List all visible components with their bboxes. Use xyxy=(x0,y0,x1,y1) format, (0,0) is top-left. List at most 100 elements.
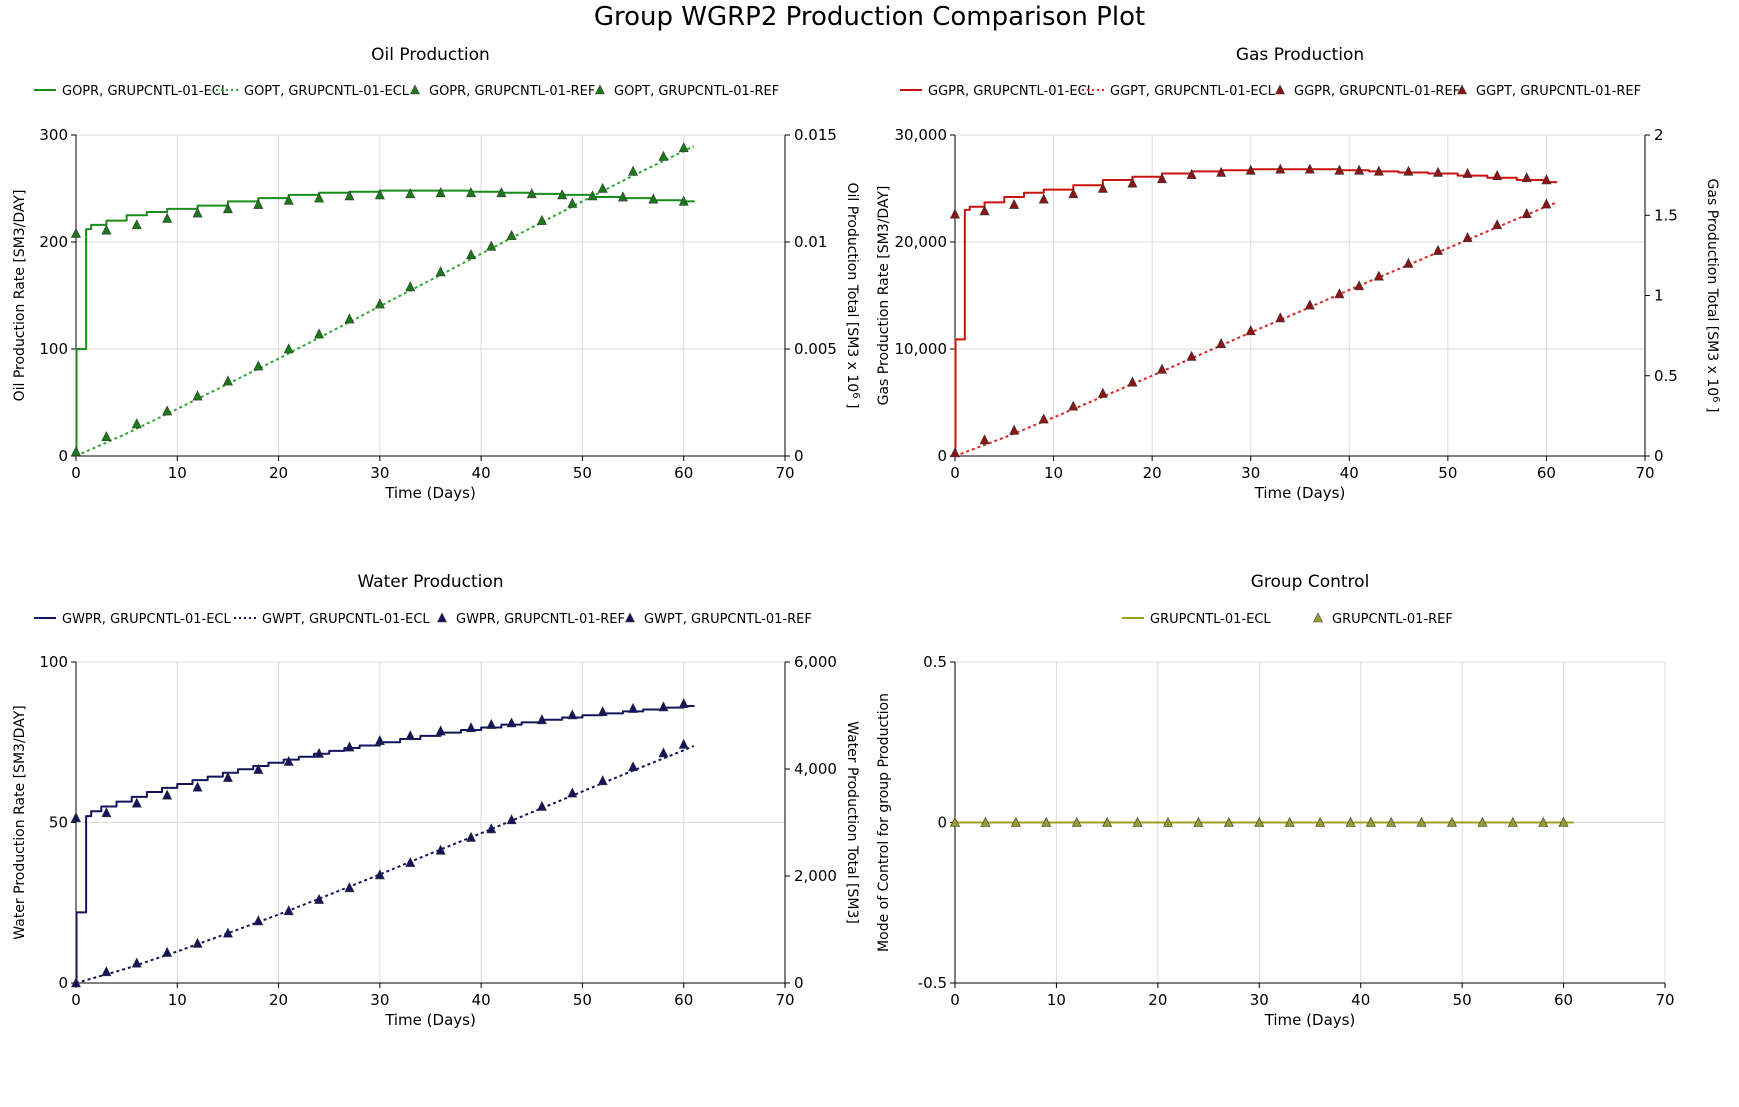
legend-marker xyxy=(410,84,420,95)
page-title: Group WGRP2 Production Comparison Plot xyxy=(593,2,1146,32)
x-tick-label: 50 xyxy=(1438,464,1457,482)
data-point xyxy=(1462,232,1473,243)
data-point xyxy=(1447,816,1457,827)
legend-label: GRUPCNTL-01-REF xyxy=(1332,612,1453,627)
y-tick-label-right: 1 xyxy=(1654,287,1664,305)
y-tick-label-right: 0 xyxy=(794,447,804,465)
x-tick-label: 20 xyxy=(269,464,288,482)
legend-item: GWPR, GRUPCNTL-01-REF xyxy=(437,612,625,627)
legend-item: GWPT, GRUPCNTL-01-ECL xyxy=(234,612,430,627)
series-line xyxy=(75,189,695,457)
legend-item: GGPT, GRUPCNTL-01-REF xyxy=(1457,84,1641,99)
data-point xyxy=(1334,164,1345,175)
data-point xyxy=(1157,363,1167,374)
data-point xyxy=(1041,816,1052,827)
data-point xyxy=(1315,816,1326,827)
legend-label: GOPR, GRUPCNTL-01-ECL xyxy=(62,84,229,99)
data-point xyxy=(628,761,639,772)
data-point xyxy=(405,188,416,199)
data-point xyxy=(1216,166,1227,177)
y-tick-label-left: 0.5 xyxy=(923,653,947,671)
legend-label: GOPR, GRUPCNTL-01-REF xyxy=(429,84,595,99)
y-tick-label-left: 50 xyxy=(49,814,68,832)
data-point xyxy=(466,249,476,260)
x-tick-label: 30 xyxy=(1250,991,1269,1009)
x-tick-label: 20 xyxy=(1148,991,1167,1009)
y-tick-label-right: 0 xyxy=(794,974,804,992)
data-point xyxy=(597,182,608,193)
data-point xyxy=(253,763,264,774)
data-point xyxy=(1010,816,1021,827)
data-point xyxy=(1127,177,1138,188)
data-point xyxy=(1304,299,1315,310)
x-tick-label: 20 xyxy=(269,991,288,1009)
data-point xyxy=(131,797,142,808)
data-point xyxy=(1071,816,1082,827)
x-tick-label: 0 xyxy=(950,464,960,482)
data-point xyxy=(1403,257,1414,268)
data-point xyxy=(1492,219,1503,230)
data-point xyxy=(1521,207,1532,218)
data-point xyxy=(374,869,385,880)
data-point xyxy=(617,191,628,202)
y-axis-label-left: Gas Production Rate [SM3/DAY] xyxy=(876,186,892,406)
data-point xyxy=(1345,816,1356,827)
y-tick-label-right: 0.005 xyxy=(794,340,837,358)
x-tick-label: 70 xyxy=(1655,991,1674,1009)
data-point xyxy=(597,775,608,786)
data-point xyxy=(1416,816,1427,827)
series-line xyxy=(954,201,1557,457)
x-tick-label: 30 xyxy=(370,991,389,1009)
data-point xyxy=(374,734,385,745)
data-point xyxy=(162,405,173,416)
data-point xyxy=(374,298,385,309)
data-point xyxy=(950,447,960,458)
x-tick-label: 10 xyxy=(168,464,187,482)
data-point xyxy=(496,187,507,198)
data-point xyxy=(658,150,669,161)
y-tick-label-right: 0 xyxy=(1654,447,1664,465)
data-point xyxy=(526,188,537,199)
data-point xyxy=(71,227,81,238)
data-point xyxy=(1477,816,1488,827)
data-point xyxy=(1223,816,1234,827)
data-point xyxy=(162,946,173,957)
data-point xyxy=(1373,270,1384,281)
legend-marker xyxy=(1313,612,1323,623)
legend-item: GRUPCNTL-01-REF xyxy=(1313,612,1453,627)
data-point xyxy=(678,142,689,153)
y-tick-label-right: 0.015 xyxy=(794,126,837,144)
data-point xyxy=(101,431,112,442)
data-point xyxy=(1102,816,1113,827)
legend-label: GGPR, GRUPCNTL-01-REF xyxy=(1294,84,1460,99)
x-tick-label: 30 xyxy=(370,464,389,482)
data-point xyxy=(1541,198,1552,209)
data-point xyxy=(131,418,142,429)
data-point xyxy=(658,701,669,712)
data-point xyxy=(466,831,476,842)
data-point xyxy=(1558,816,1569,827)
x-axis-label: Time (Days) xyxy=(384,1011,476,1029)
x-tick-label: 0 xyxy=(71,991,81,1009)
data-point xyxy=(1492,169,1503,180)
data-point xyxy=(314,893,325,904)
data-point xyxy=(1245,164,1256,175)
data-point xyxy=(1193,816,1204,827)
x-tick-label: 10 xyxy=(1044,464,1063,482)
data-point xyxy=(1541,174,1552,185)
data-point xyxy=(1462,167,1473,178)
legend-item: GWPR, GRUPCNTL-01-ECL xyxy=(34,612,231,627)
data-point xyxy=(536,214,547,225)
data-point xyxy=(486,718,497,729)
data-point xyxy=(222,927,233,938)
data-point xyxy=(950,816,960,827)
data-point xyxy=(101,224,112,235)
legend-label: GGPR, GRUPCNTL-01-ECL xyxy=(928,84,1095,99)
data-point xyxy=(1245,325,1256,336)
data-point xyxy=(628,702,639,713)
y-tick-label-left: 20,000 xyxy=(895,233,948,251)
data-point xyxy=(314,747,325,758)
data-point xyxy=(71,977,81,988)
legend-item: GOPT, GRUPCNTL-01-REF xyxy=(595,84,779,99)
x-tick-label: 50 xyxy=(573,464,592,482)
